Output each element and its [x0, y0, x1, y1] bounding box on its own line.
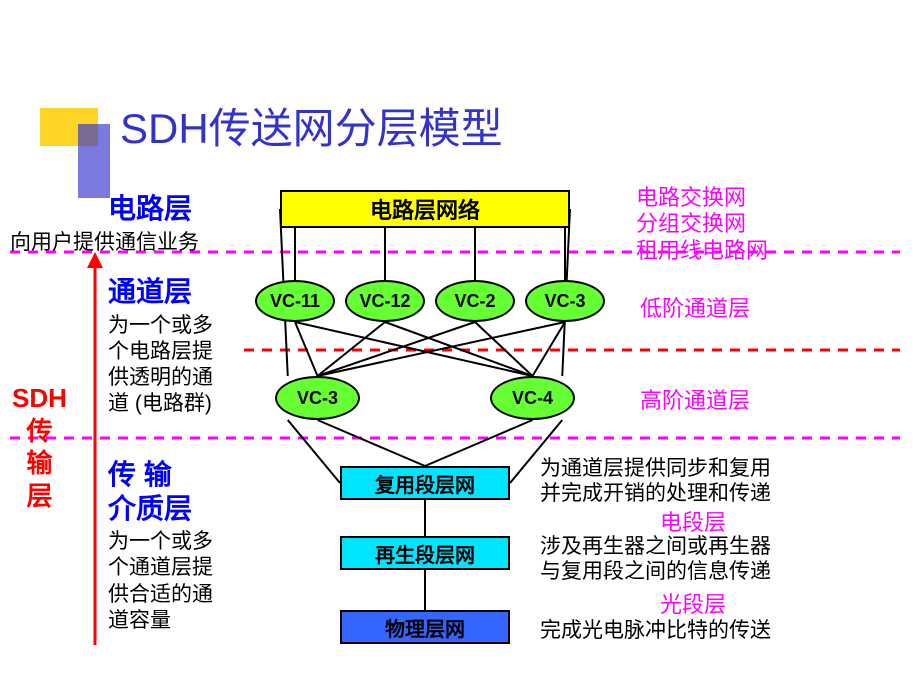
- node-regen: 再生段层网: [340, 536, 510, 570]
- annotation: 电路交换网分组交换网租用线电路网: [636, 185, 768, 264]
- node-vc3b: VC-3: [275, 376, 360, 420]
- layer-sublabel: 为一个或多个通道层提供合适的通道容量: [108, 529, 213, 634]
- node-vc11: VC-11: [255, 280, 335, 322]
- sdh-vertical-label: SDH传输层: [12, 382, 67, 512]
- node-vc4: VC-4: [490, 376, 575, 420]
- annotation: 为通道层提供同步和复用并完成开销的处理和传递: [540, 456, 771, 506]
- layer-label: 通道层: [108, 275, 192, 309]
- annotation: 光段层: [660, 592, 726, 618]
- node-vc3a: VC-3: [525, 280, 605, 322]
- annotation: 完成光电脉冲比特的传送: [540, 618, 771, 643]
- layer-sublabel: 为一个或多个电路层提供透明的通道 (电路群): [108, 313, 213, 418]
- node-vc2: VC-2: [435, 280, 515, 322]
- node-top: 电路层网络: [280, 190, 570, 228]
- annotation: 高阶通道层: [640, 388, 750, 414]
- page-title: SDH传送网分层模型: [120, 95, 503, 156]
- layer-label: 电路层: [108, 192, 192, 226]
- layer-sublabel: 向用户提供通信业务: [10, 230, 199, 256]
- annotation: 低阶通道层: [640, 296, 750, 322]
- annotation: 电段层: [660, 510, 726, 536]
- decor-square: [78, 124, 110, 198]
- node-mux: 复用段层网: [340, 466, 510, 500]
- node-vc12: VC-12: [345, 280, 425, 322]
- annotation: 涉及再生器之间或再生器与复用段之间的信息传递: [540, 534, 771, 584]
- layer-label: 传 输介质层: [108, 458, 192, 525]
- node-phys: 物理层网: [340, 610, 510, 644]
